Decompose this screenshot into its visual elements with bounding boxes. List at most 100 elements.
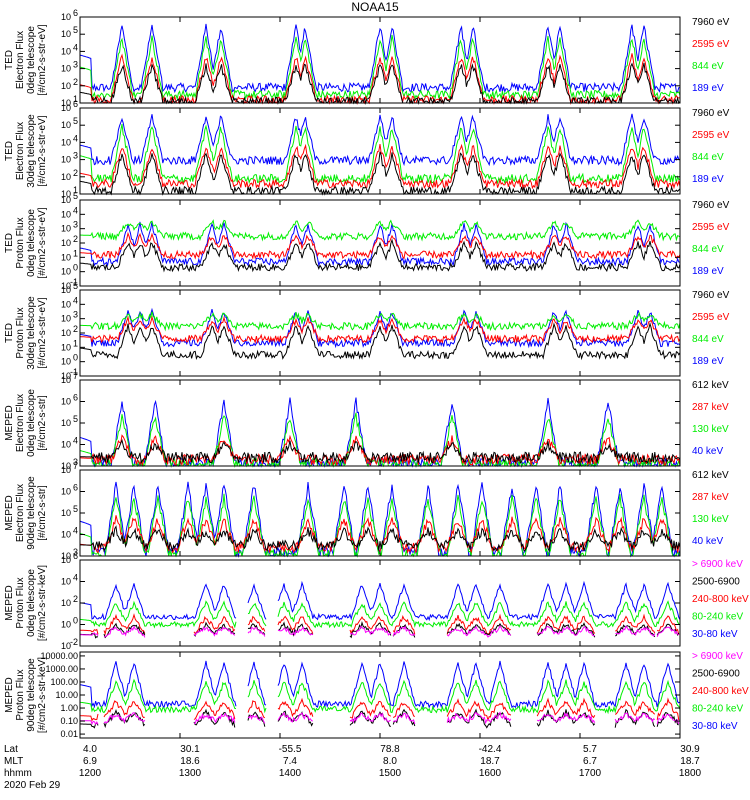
y-axis-label-line: [#/cm2-s-str]: [37, 485, 48, 541]
y-tick-label: 10: [61, 195, 71, 205]
legend-entry: > 6900 keV: [692, 651, 743, 662]
y-tick-label: 10: [61, 238, 71, 248]
legend-entry: 7960 eV: [692, 108, 730, 119]
y-axis-label-line: 30deg telescope: [26, 114, 37, 188]
y-axis-label: MEPEDElectron Flux90deg telescope[#/cm2-…: [4, 476, 48, 550]
y-tick-label: 10: [61, 530, 71, 540]
y-axis-label-line: MEPED: [4, 585, 15, 621]
x-tick-hhmm: 1200: [79, 768, 102, 779]
legend-entry: 30-80 keV: [692, 721, 738, 732]
y-tick-exponent: 1: [73, 94, 78, 104]
y-tick-exponent: 6: [73, 99, 78, 109]
y-tick-label: 10: [61, 12, 71, 22]
y-tick-label: 1.00: [60, 703, 78, 713]
panel-frame: [79, 289, 681, 377]
y-tick-exponent: 2: [73, 234, 78, 244]
y-tick-label: 10: [61, 357, 71, 367]
legend-entry: 2500-6900: [692, 577, 740, 588]
y-axis-label: MEPEDProton Flux0deg telescope[#/cm2-s-s…: [4, 565, 48, 641]
y-axis-label: TEDProton Flux30deg telescope[#/cm2-s-st…: [4, 296, 48, 370]
series-80-240-kev: [79, 678, 681, 715]
y-axis-label-line: 30deg telescope: [26, 296, 37, 370]
y-tick-label: 10: [61, 281, 71, 291]
panel-8: 0.010.101.0010.00100.001000.0010000.00ME…: [4, 651, 749, 739]
x-row-label-mlt: MLT: [4, 756, 23, 767]
y-axis-label-line: TED: [4, 323, 15, 343]
y-tick-label: 10: [61, 81, 71, 91]
y-tick-label: 10: [61, 299, 71, 309]
legend-entry: 240-800 keV: [692, 686, 749, 697]
legend-entry: 7960 eV: [692, 200, 730, 211]
legend-entry: 287 keV: [692, 402, 729, 413]
y-axis-label-line: Proton Flux: [15, 577, 26, 628]
y-tick-label: 10: [61, 555, 71, 565]
y-tick-exponent: 4: [73, 205, 78, 215]
legend-entry: 240-800 keV: [692, 594, 749, 605]
x-row-label-lat: Lat: [4, 744, 18, 755]
series--6900-kev: [80, 711, 680, 726]
legend-entry: 189 eV: [692, 266, 724, 277]
legend-entry: 80-240 keV: [692, 612, 743, 623]
series-30-80-kev: [79, 580, 681, 622]
y-axis-label: TEDElectron Flux0deg telescope[#/cm2-s-s…: [4, 24, 48, 95]
y-tick-exponent: 0: [73, 616, 78, 626]
legend-entry: 2595 eV: [692, 312, 730, 323]
y-tick-label: 10: [61, 29, 71, 39]
y-tick-exponent: 3: [73, 310, 78, 320]
y-axis-label-line: 0deg telescope: [26, 389, 37, 457]
y-tick-exponent: 5: [73, 116, 78, 126]
y-tick-exponent: 3: [73, 547, 78, 557]
y-tick-exponent: 6: [73, 551, 78, 561]
y-tick-label: 10: [61, 342, 71, 352]
y-tick-exponent: 7: [73, 371, 78, 381]
y-tick-label: 0.01: [60, 729, 78, 739]
series-612-kev: [80, 525, 681, 553]
y-axis-label-line: Electron Flux: [15, 31, 26, 89]
y-axis-label-line: MEPED: [4, 405, 15, 441]
series--6900-kev: [80, 625, 680, 638]
legend-entry: 612 keV: [692, 380, 729, 391]
y-tick-exponent: 3: [73, 60, 78, 70]
plot-title: NOAA15: [351, 0, 399, 14]
legend-entry: 7960 eV: [692, 290, 730, 301]
legend-entry: 80-240 keV: [692, 704, 743, 715]
y-tick-label: 10: [61, 328, 71, 338]
y-axis-label-line: Proton Flux: [15, 307, 26, 358]
y-axis-label-line: [#/cm2-s-str-eV]: [37, 297, 48, 368]
y-tick-label: 10: [61, 209, 71, 219]
series-844-ev: [79, 34, 681, 101]
x-tick-hhmm: 1800: [679, 768, 702, 779]
y-tick-label: 10.00: [55, 690, 78, 700]
y-tick-exponent: 2: [73, 594, 78, 604]
y-tick-label: 10: [61, 64, 71, 74]
y-axis-label-line: Proton Flux: [15, 669, 26, 720]
series-844-ev: [80, 311, 681, 332]
series-189-ev: [79, 113, 681, 167]
y-tick-label: 10: [61, 461, 71, 471]
y-tick-label: 10: [61, 375, 71, 385]
series-189-ev: [79, 307, 681, 349]
legend-entry: 287 keV: [692, 492, 729, 503]
y-tick-exponent: 2: [73, 168, 78, 178]
x-tick-hhmm: 1600: [479, 768, 502, 779]
legend-entry: 844 eV: [692, 334, 724, 345]
y-axis-label: TEDElectron Flux30deg telescope[#/cm2-s-…: [4, 114, 48, 188]
y-tick-label: 10: [61, 598, 71, 608]
x-tick-mlt: 8.0: [383, 756, 397, 767]
series-189-ev: [79, 221, 681, 267]
y-tick-exponent: -2: [70, 637, 78, 647]
legend-entry: 844 eV: [692, 244, 724, 255]
y-tick-exponent: 4: [73, 526, 78, 536]
y-tick-label: 10: [61, 137, 71, 147]
y-tick-label: 10: [61, 551, 71, 561]
y-tick-label: 10: [61, 120, 71, 130]
y-tick-exponent: 0: [73, 263, 78, 273]
series-844-ev: [79, 219, 681, 242]
